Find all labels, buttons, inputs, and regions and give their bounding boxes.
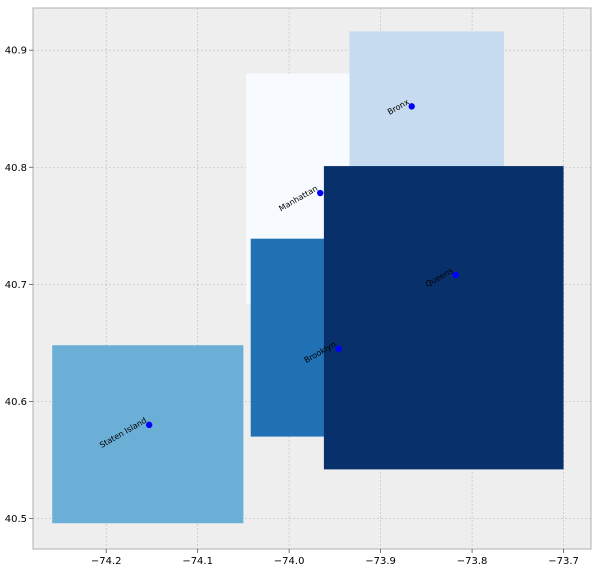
region-bronx	[349, 31, 505, 185]
y-tick-label: 40.6	[5, 397, 27, 408]
region-staten-island	[52, 345, 244, 524]
tick-layer: −74.2 −74.1 −74.0 −73.9 −73.8 −73.7 40.5 40.6 40…	[5, 46, 579, 567]
y-tick-label: 40.7	[5, 280, 27, 291]
point-layer	[145, 103, 459, 429]
x-tick-label: −73.8	[457, 556, 488, 567]
point-staten-island	[145, 421, 153, 429]
y-tick-label: 40.5	[5, 514, 27, 525]
y-tick-label: 40.9	[5, 46, 27, 57]
y-tick-label: 40.8	[5, 163, 27, 174]
x-tick-label: −74.0	[274, 556, 305, 567]
x-tick-label: −73.7	[548, 556, 579, 567]
point-brooklyn	[335, 345, 342, 352]
x-tick-label: −74.2	[91, 556, 122, 567]
point-manhattan	[317, 189, 324, 197]
x-tick-label: −74.1	[182, 556, 213, 567]
point-queens	[452, 271, 459, 279]
point-bronx	[408, 103, 415, 110]
region-queens	[323, 166, 564, 470]
region-layer	[52, 31, 564, 524]
x-tick-label: −73.9	[365, 556, 396, 567]
plot-frame	[32, 7, 592, 550]
